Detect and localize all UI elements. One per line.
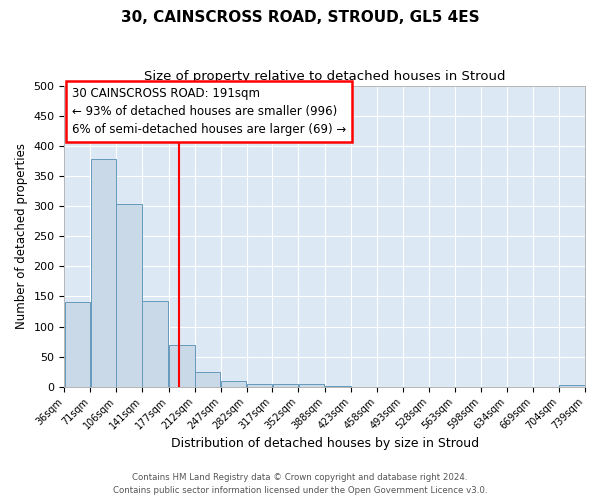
Bar xyxy=(247,384,272,387)
Bar xyxy=(299,384,324,387)
Bar xyxy=(195,372,220,387)
Bar xyxy=(221,381,247,387)
Y-axis label: Number of detached properties: Number of detached properties xyxy=(15,143,28,329)
Bar xyxy=(116,204,142,387)
Bar xyxy=(272,384,298,387)
Text: Contains HM Land Registry data © Crown copyright and database right 2024.
Contai: Contains HM Land Registry data © Crown c… xyxy=(113,473,487,495)
X-axis label: Distribution of detached houses by size in Stroud: Distribution of detached houses by size … xyxy=(170,437,479,450)
Text: 30, CAINSCROSS ROAD, STROUD, GL5 4ES: 30, CAINSCROSS ROAD, STROUD, GL5 4ES xyxy=(121,10,479,25)
Bar xyxy=(91,159,116,387)
Bar xyxy=(325,386,351,387)
Title: Size of property relative to detached houses in Stroud: Size of property relative to detached ho… xyxy=(144,70,505,83)
Bar xyxy=(559,385,585,387)
Bar xyxy=(142,300,168,387)
Bar xyxy=(169,344,194,387)
Text: 30 CAINSCROSS ROAD: 191sqm
← 93% of detached houses are smaller (996)
6% of semi: 30 CAINSCROSS ROAD: 191sqm ← 93% of deta… xyxy=(72,87,346,136)
Bar xyxy=(65,302,90,387)
